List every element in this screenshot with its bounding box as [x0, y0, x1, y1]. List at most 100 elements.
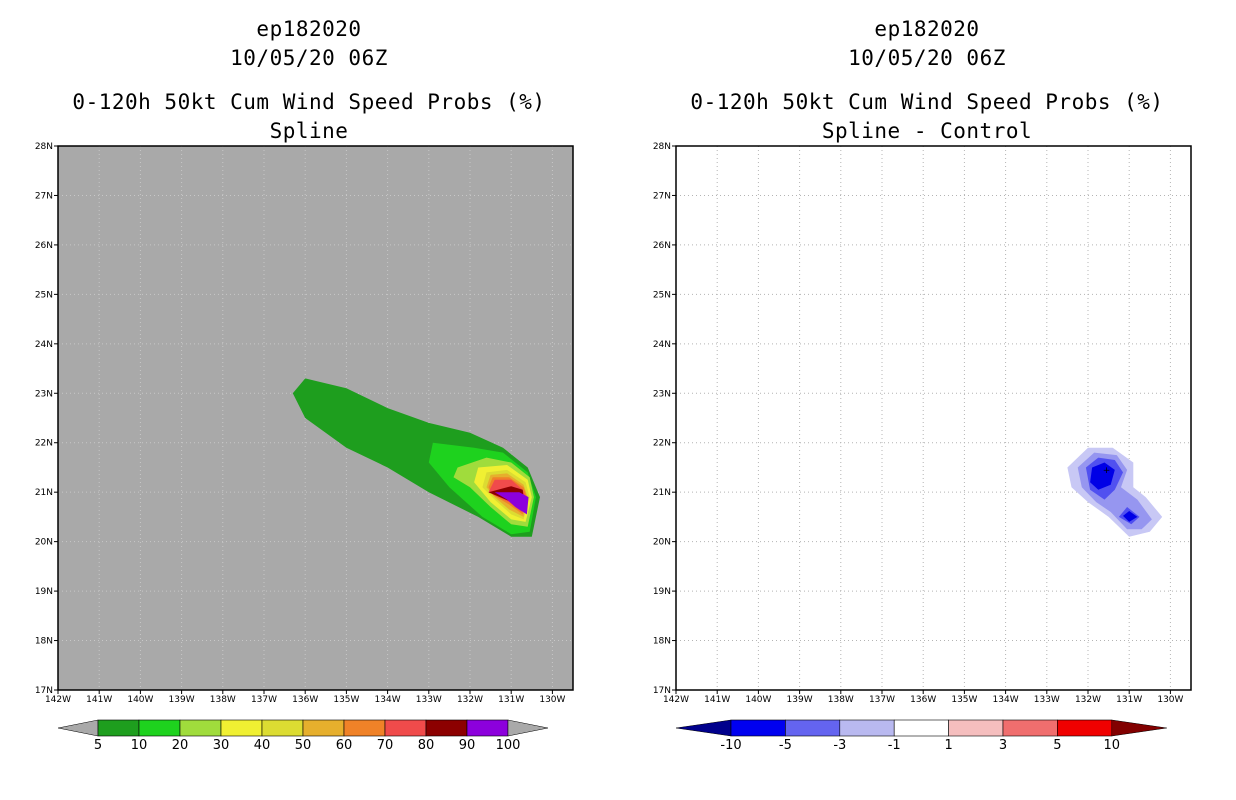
x-tick-label: 134W: [993, 695, 1019, 705]
x-tick-label: 134W: [375, 695, 401, 705]
y-tick-label: 22N: [35, 439, 53, 449]
y-tick-label: 24N: [35, 340, 53, 350]
y-tick-label: 17N: [35, 686, 53, 696]
colorbar-segment: [466, 719, 509, 737]
colorbar-label: 10: [131, 738, 148, 753]
x-tick-label: 138W: [828, 695, 854, 705]
left-chart-subtitle: Spline: [269, 119, 349, 143]
x-tick-label: 141W: [86, 695, 112, 705]
x-tick-label: 142W: [663, 695, 689, 705]
colorbar-label: 5: [94, 738, 102, 753]
colorbar-label: 60: [336, 738, 353, 753]
x-tick-label: 136W: [910, 695, 936, 705]
contour-level-neg10: [1090, 462, 1115, 490]
y-tick-label: 23N: [35, 389, 53, 399]
left-storm-id: ep182020: [256, 17, 362, 41]
colorbar-label: 30: [213, 738, 230, 753]
colorbar-segment: [179, 719, 222, 737]
y-tick-label: 20N: [35, 538, 53, 548]
left-panel: ep182020 10/05/20 06Z 0-120h 50kt Cum Wi…: [35, 17, 574, 753]
x-tick-label: 132W: [457, 695, 483, 705]
y-tick-label: 19N: [35, 587, 53, 597]
colorbar-label: 100: [496, 738, 521, 753]
x-tick-label: 130W: [1157, 695, 1183, 705]
right-storm-id: ep182020: [874, 17, 980, 41]
x-tick-label: 135W: [333, 695, 359, 705]
right-chart-svg: +142W 141W 140W 139W 138W 137W 136W 135W 134W 133…: [653, 142, 1192, 753]
x-tick-label: 133W: [1034, 695, 1060, 705]
colorbar-segment: [785, 719, 841, 737]
y-tick-label: 28N: [35, 142, 53, 152]
left-chart-title: 0-120h 50kt Cum Wind Speed Probs (%): [72, 90, 546, 114]
y-tick-label: 18N: [35, 637, 53, 647]
x-tick-label: 140W: [745, 695, 771, 705]
storm-center-marker: +: [1103, 466, 1111, 476]
contour-level-90: [494, 492, 529, 515]
y-tick-label: 28N: [653, 142, 671, 152]
left-chart-svg: 142W 141W 140W 139W 138W 137W 136W 135W 134W 133W…: [35, 142, 574, 753]
colorbar: 5 10 20 30 40 50 60 70 80 90 100: [57, 719, 549, 753]
y-tick-label: 25N: [35, 290, 53, 300]
colorbar-segment: [343, 719, 386, 737]
y-tick-label: 27N: [35, 191, 53, 201]
x-tick-label: 140W: [127, 695, 153, 705]
y-tick-label: 25N: [653, 290, 671, 300]
y-tick-label: 27N: [653, 191, 671, 201]
colorbar-segment: [893, 719, 949, 737]
contour-layers: [292, 378, 540, 537]
x-tick-label: 132W: [1075, 695, 1101, 705]
right-panel: ep182020 10/05/20 06Z 0-120h 50kt Cum Wi…: [618, 0, 1236, 800]
colorbar-segment: [1002, 719, 1058, 737]
y-tick-label: 20N: [653, 538, 671, 548]
colorbar-segment: [425, 719, 468, 737]
colorbar-left-arrow: [675, 719, 732, 737]
colorbar-label: 10: [1104, 738, 1121, 753]
y-tick-label: 26N: [653, 241, 671, 251]
colorbar-label: 90: [459, 738, 476, 753]
colorbar-label: 80: [418, 738, 435, 753]
grid-lines: [676, 146, 1191, 690]
y-tick-label: 26N: [35, 241, 53, 251]
colorbar-label: 20: [172, 738, 189, 753]
x-tick-label: 131W: [1116, 695, 1142, 705]
x-tick-label: 138W: [210, 695, 236, 705]
plot-frame: [57, 145, 574, 691]
colorbar-label: 5: [1053, 738, 1061, 753]
plot-background: [676, 146, 1191, 690]
colorbar-right-arrow: [507, 719, 549, 737]
x-tick-label: 137W: [251, 695, 277, 705]
y-tick-label: 22N: [653, 439, 671, 449]
colorbar-segment: [1057, 719, 1113, 737]
colorbar-segment: [261, 719, 304, 737]
colorbar-segment: [730, 719, 786, 737]
colorbar-left-arrow: [57, 719, 99, 737]
y-tick-label: 19N: [653, 587, 671, 597]
x-tick-label: 142W: [45, 695, 71, 705]
y-tick-label: 23N: [653, 389, 671, 399]
right-datetime: 10/05/20 06Z: [848, 46, 1006, 70]
y-tick-label: 17N: [653, 686, 671, 696]
colorbar-segment: [138, 719, 181, 737]
y-tick-label: 21N: [653, 488, 671, 498]
contour-layers: [1067, 447, 1163, 537]
colorbar-label: 3: [999, 738, 1007, 753]
x-tick-label: 136W: [292, 695, 318, 705]
x-tick-label: 135W: [951, 695, 977, 705]
y-tick-label: 18N: [653, 637, 671, 647]
colorbar-label: -1: [888, 738, 901, 753]
colorbar-label: 1: [944, 738, 952, 753]
colorbar-right-arrow: [1111, 719, 1167, 737]
colorbar-segment: [384, 719, 427, 737]
colorbar-segment: [97, 719, 140, 737]
y-tick-label: 24N: [653, 340, 671, 350]
colorbar-label: 40: [254, 738, 271, 753]
colorbar-label: -10: [720, 738, 741, 753]
x-tick-label: 133W: [416, 695, 442, 705]
x-tick-label: 137W: [869, 695, 895, 705]
right-chart-title: 0-120h 50kt Cum Wind Speed Probs (%): [690, 90, 1164, 114]
x-tick-label: 141W: [704, 695, 730, 705]
colorbar-label: 50: [295, 738, 312, 753]
colorbar: -10 -5 -3 -1 1 3 5 10: [675, 719, 1167, 753]
x-tick-label: 139W: [169, 695, 195, 705]
x-tick-label: 130W: [539, 695, 565, 705]
